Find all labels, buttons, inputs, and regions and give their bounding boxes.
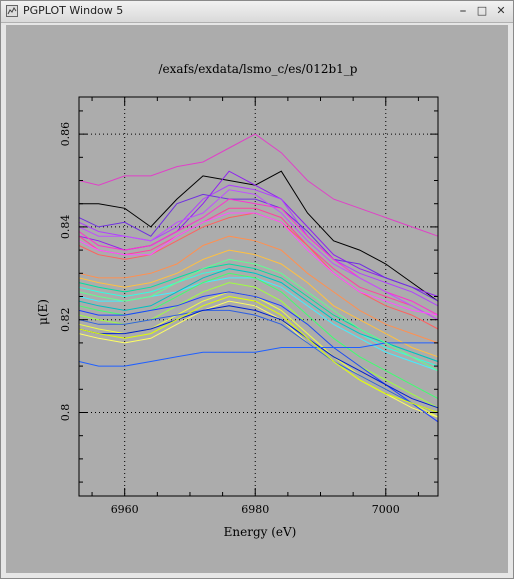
close-icon[interactable]: ✕ [496,4,506,17]
series-line-22 [78,268,439,362]
series-line-19 [78,309,439,413]
y-tick-label-0: 0.8 [59,404,72,422]
app-icon [6,5,18,17]
series-line-8 [78,189,439,321]
series-line-6 [78,207,439,321]
chart-svg: /exafs/exdata/lsmo_c/es/012b1_p 6960 6980… [36,62,439,539]
series-line-18 [78,291,439,423]
chart-axes [78,96,439,497]
x-tick-label-0: 6960 [111,503,139,516]
series-line-0 [78,133,439,237]
series-line-21 [78,342,438,367]
y-tick-label-3: 0.86 [59,122,72,146]
series-line-17 [78,300,439,418]
maximize-icon[interactable]: □ [476,4,488,17]
series-line-16 [78,291,439,418]
chart-grid [79,97,438,496]
series-line-10 [78,249,439,358]
series-line-25 [78,295,439,413]
y-tick-label-2: 0.84 [59,215,72,240]
x-tick-label-1: 6980 [241,503,269,516]
series-line-24 [78,212,439,316]
minimize-icon[interactable]: ⎯ [460,4,466,17]
plot-frame [78,96,439,497]
series-line-15 [78,282,439,409]
y-tick-label-1: 0.82 [59,307,72,332]
plot-canvas[interactable]: /exafs/exdata/lsmo_c/es/012b1_p 6960 6980… [6,25,508,573]
x-axis-label: Energy (eV) [224,525,297,539]
series-line-9 [78,235,439,344]
chart-title: /exafs/exdata/lsmo_c/es/012b1_p [158,62,357,76]
series-line-3 [78,184,439,307]
y-axis-label: μ(E) [36,299,50,325]
chart-tick-labels: 6960 6980 7000 0.8 0.82 0.84 0.86 [59,122,400,516]
series-line-23 [78,258,439,372]
window-title: PGPLOT Window 5 [23,4,124,17]
x-tick-label-2: 7000 [372,503,400,516]
series-line-14 [78,272,439,400]
series-line-20 [78,305,439,409]
series-line-13 [78,277,439,372]
series-line-2 [78,170,439,297]
chart-series-layer [78,133,439,423]
title-bar[interactable]: PGPLOT Window 5 ⎯ □ ✕ [1,1,513,23]
series-line-4 [78,193,439,302]
